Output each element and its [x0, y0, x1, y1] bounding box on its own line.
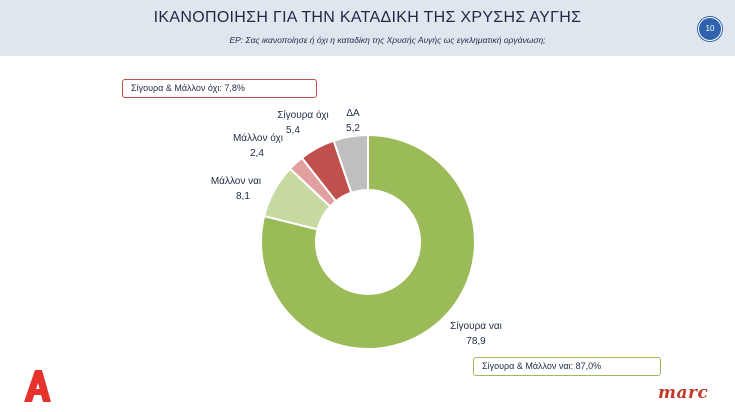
- label-value-mallon-nai: 8,1: [236, 191, 250, 202]
- no-total-box: Σίγουρα & Μάλλον όχι: 7,8%: [122, 79, 317, 98]
- question-subtitle: ΕΡ: Σας ικανοποίησε ή όχι η καταδίκη της…: [229, 35, 546, 45]
- label-value-sigoura-nai: 78,9: [466, 336, 486, 347]
- donut-slice-sigoura-nai: [260, 133, 476, 350]
- label-value-mallon-oxi: 2,4: [250, 148, 264, 159]
- marc-logo: marc: [658, 383, 709, 403]
- header-bar: [0, 0, 735, 56]
- donut-slice-da: [332, 133, 369, 195]
- label-category-mallon-oxi: Μάλλον όχι: [232, 133, 284, 144]
- label-category-da: ΔΑ: [346, 108, 360, 119]
- label-category-sigoura-nai: Σίγουρα ναι: [450, 321, 502, 332]
- yes-total-box: Σίγουρα & Μάλλον ναι: 87,0%: [473, 357, 661, 376]
- label-value-sigoura-oxi: 5,4: [286, 125, 300, 136]
- page-title: ΙΚΑΝΟΠΟΙΗΣΗ ΓΙΑ ΤΗΝ ΚΑΤΑΔΙΚΗ ΤΗΣ ΧΡΥΣΗΣ …: [153, 9, 582, 26]
- label-category-sigoura-oxi: Σίγουρα όχι: [277, 110, 329, 121]
- alpha-logo-icon: [24, 370, 51, 402]
- page-number-badge: 10: [698, 17, 722, 41]
- label-value-da: 5,2: [346, 123, 360, 134]
- label-category-mallon-nai: Μάλλον ναι: [210, 176, 262, 187]
